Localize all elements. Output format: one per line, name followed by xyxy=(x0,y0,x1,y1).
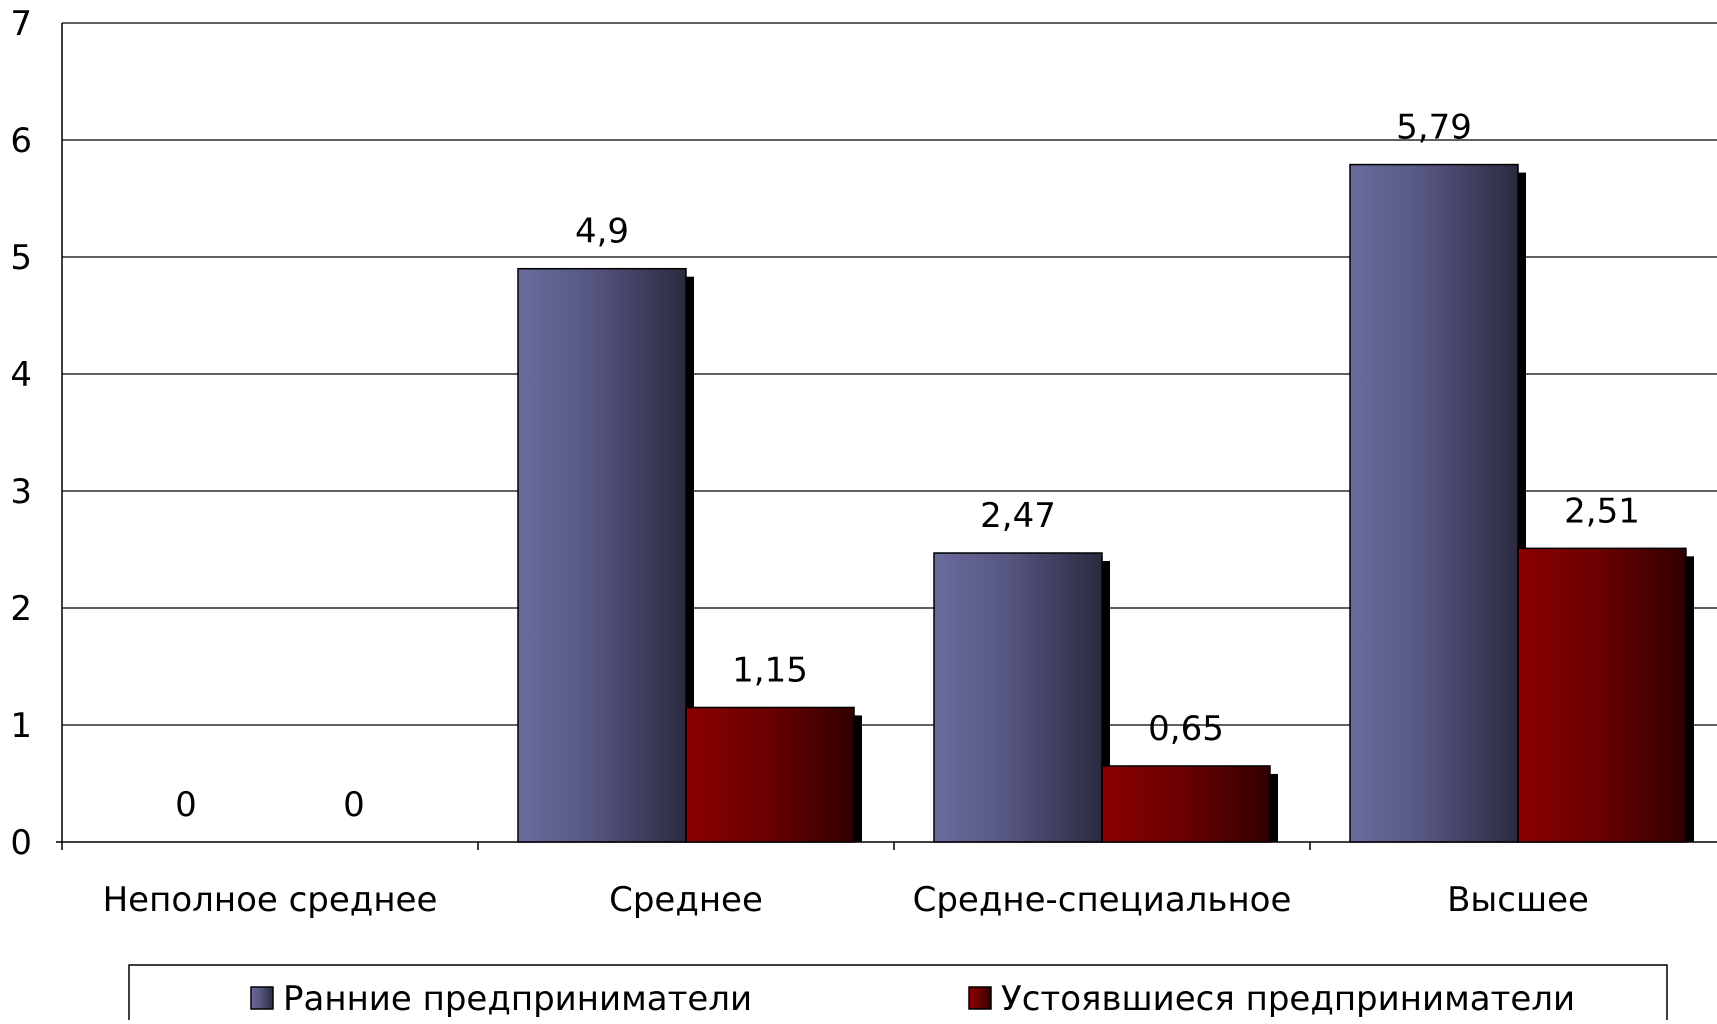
y-tick-label: 0 xyxy=(10,823,32,863)
x-category-label: Средне-специальное xyxy=(913,880,1292,920)
bar xyxy=(1517,547,1687,843)
legend-box xyxy=(128,964,1668,1024)
legend-label: Ранние предприниматели xyxy=(283,979,752,1019)
data-label: 0,65 xyxy=(1148,709,1224,749)
data-label: 2,47 xyxy=(980,496,1056,536)
bar xyxy=(685,706,855,843)
bars xyxy=(517,163,1694,843)
y-tick-label: 2 xyxy=(10,589,32,629)
x-category-label: Высшее xyxy=(1447,880,1589,920)
y-tick-label: 4 xyxy=(10,355,32,395)
y-tick-label: 7 xyxy=(10,4,32,44)
bar xyxy=(517,267,687,843)
x-category-label: Неполное среднее xyxy=(103,880,438,920)
y-tick-label: 3 xyxy=(10,472,32,512)
legend-label: Устоявшиеся предприниматели xyxy=(1001,979,1575,1019)
bar xyxy=(1349,163,1519,843)
y-tick-label: 5 xyxy=(10,238,32,278)
legend-swatch xyxy=(250,986,274,1010)
axes: 0 1 2 3 4 5 6 7 Неполное среднее Среднее Средне-сп… xyxy=(10,4,1717,920)
data-label: 0 xyxy=(343,785,365,825)
bar xyxy=(1101,765,1271,843)
data-label: 1,15 xyxy=(732,650,808,690)
data-label: 5,79 xyxy=(1396,108,1472,148)
bar xyxy=(933,552,1103,843)
legend: Ранние предприниматели Устоявшиеся предпр… xyxy=(128,964,1668,1024)
gridlines xyxy=(62,22,1717,726)
data-label: 4,9 xyxy=(575,212,629,252)
data-label: 0 xyxy=(175,785,197,825)
legend-swatch xyxy=(968,986,992,1010)
y-tick-label: 1 xyxy=(10,706,32,746)
data-labels: 0 0 4,9 1,15 2,47 0,65 5,79 2,51 xyxy=(175,108,1640,825)
x-category-label: Среднее xyxy=(609,880,763,920)
y-tick-label: 6 xyxy=(10,121,32,161)
data-label: 2,51 xyxy=(1564,491,1640,531)
